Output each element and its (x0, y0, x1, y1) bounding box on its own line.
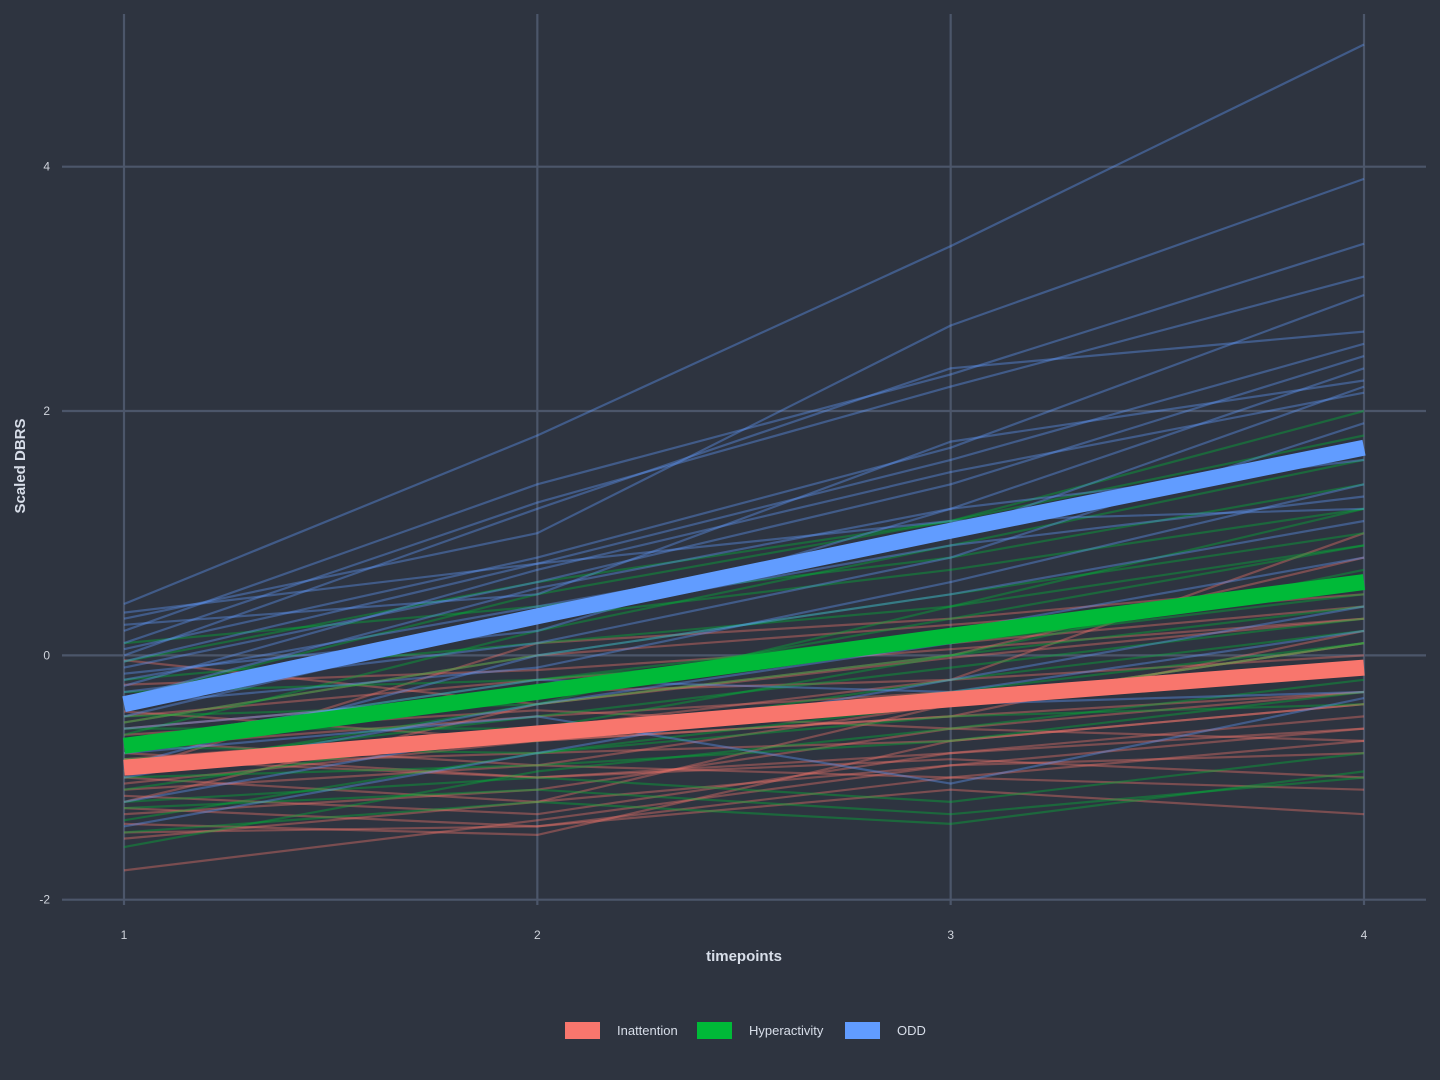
odd-individual-line (123, 519, 1365, 767)
y-axis-title: Scaled DBRS (12, 418, 29, 513)
legend-label-inattention: Inattention (617, 1023, 678, 1038)
odd-individual-line (123, 293, 1365, 651)
odd-individual-line (123, 177, 1365, 620)
inattention-individual-line (123, 758, 1365, 779)
inattention-mean-line (123, 659, 1365, 776)
odd-individual-line (123, 697, 1365, 785)
hyperactivity-individual-line (123, 483, 1365, 645)
y-tick-label: 0 (43, 648, 50, 662)
inattention-individual-line (123, 617, 1365, 706)
hyperactivity-individual-line (123, 458, 1365, 736)
mean-lines (122, 439, 1366, 776)
y-tick-label: 2 (43, 404, 50, 418)
odd-individual-line (123, 242, 1365, 632)
odd-mean-line (122, 439, 1366, 713)
inattention-individual-line (123, 690, 1365, 816)
hyperactivity-individual-line (123, 434, 1365, 700)
legend: Inattention Hyperactivity ODD (565, 1022, 926, 1039)
hyperactivity-individual-line (123, 617, 1365, 767)
x-axis-title: timepoints (706, 948, 782, 965)
hyperactivity-individual-line (123, 678, 1365, 849)
odd-individual-line (123, 355, 1365, 669)
hyperactivity-individual-line (123, 605, 1365, 718)
inattention-individual-line (123, 727, 1365, 872)
inattention-individual-line (123, 642, 1365, 840)
y-tick-label: -2 (39, 893, 50, 907)
inattention-individual-line (123, 739, 1365, 828)
hyperactivity-individual-line (123, 770, 1365, 834)
hyperactivity-individual-line (123, 752, 1365, 804)
inattention-individual-line (123, 703, 1365, 837)
legend-swatch-hyperactivity (697, 1022, 732, 1039)
grid (62, 14, 1426, 905)
odd-individual-line (123, 379, 1365, 626)
odd-individual-line (123, 629, 1365, 742)
odd-individual-line (123, 43, 1365, 606)
hyperactivity-individual-line (123, 642, 1365, 822)
inattention-individual-line (123, 788, 1365, 834)
odd-individual-line (123, 483, 1365, 706)
odd-individual-line (123, 342, 1365, 663)
inattention-individual-line (123, 629, 1365, 785)
x-tick-label: 3 (947, 928, 954, 942)
hyperactivity-individual-line (123, 690, 1365, 779)
hyperactivity-individual-line (123, 409, 1365, 663)
individual-lines (123, 43, 1365, 872)
x-tick-label: 1 (121, 928, 128, 942)
odd-individual-line (123, 507, 1365, 614)
legend-label-odd: ODD (897, 1023, 926, 1038)
inattention-individual-line (123, 727, 1365, 779)
legend-swatch-inattention (565, 1022, 600, 1039)
inattention-individual-line (123, 715, 1365, 816)
hyperactivity-individual-line (123, 507, 1365, 773)
hyperactivity-individual-line (123, 776, 1365, 816)
hyperactivity-mean-line (122, 574, 1366, 754)
inattention-individual-line (123, 581, 1365, 773)
odd-individual-line (123, 275, 1365, 645)
x-tick-label: 2 (534, 928, 541, 942)
tick-labels: 1 2 3 4 -2 0 2 4 (39, 160, 1367, 942)
x-tick-label: 4 (1361, 928, 1368, 942)
legend-label-hyperactivity: Hyperactivity (749, 1023, 824, 1038)
legend-swatch-odd (845, 1022, 880, 1039)
inattention-individual-line (123, 764, 1365, 791)
inattention-individual-line (123, 703, 1365, 767)
inattention-individual-line (123, 752, 1365, 804)
odd-individual-line (123, 391, 1365, 687)
odd-individual-line (123, 330, 1365, 657)
hyperactivity-individual-line (123, 532, 1365, 724)
y-tick-label: 4 (43, 160, 50, 174)
